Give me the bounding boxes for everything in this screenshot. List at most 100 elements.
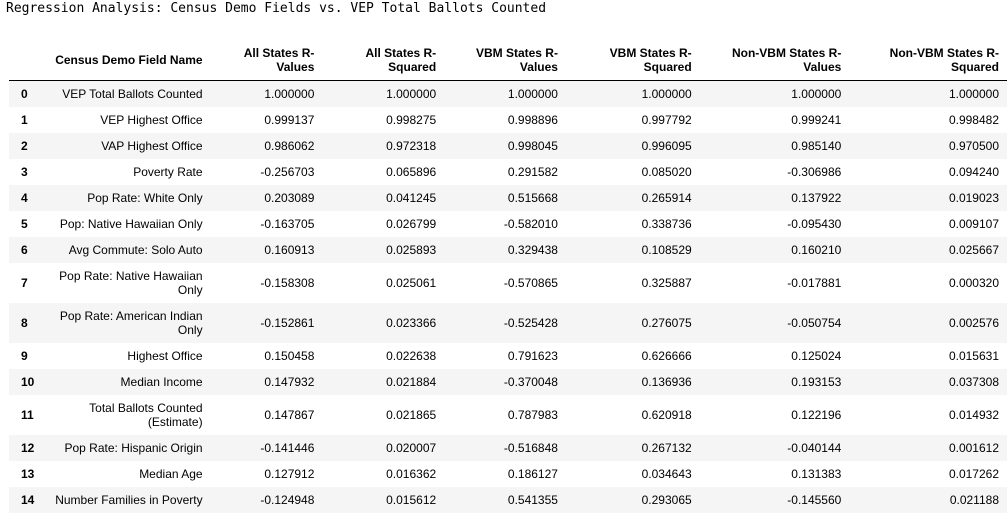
value-cell: 0.125024: [791, 349, 842, 363]
column-header-line: All States R-: [243, 46, 315, 60]
value-cell: 0.985140: [791, 139, 842, 153]
value-cell: 0.998045: [507, 139, 558, 153]
value-cell: -0.124948: [260, 493, 315, 507]
value-cell: 0.122196: [791, 408, 842, 422]
value-cell: 0.001612: [948, 441, 999, 455]
table-row: 1 VEP Highest Office 0.999137 0.998275 0.998…: [9, 107, 1007, 133]
field-name-cell: Highest Office: [43, 343, 213, 369]
field-name-cell: Pop Rate: Native Hawaiian Only: [43, 263, 213, 303]
field-name-cell: Poverty Rate: [43, 159, 213, 185]
value-cell: -0.370048: [503, 375, 558, 389]
value-cell: 0.160913: [264, 243, 315, 257]
value-cell: 0.017262: [948, 467, 999, 481]
value-cell: 0.620918: [641, 408, 692, 422]
table-row: 8 Pop Rate: American Indian Only -0.152861 0…: [9, 303, 1007, 343]
value-cell: 1.000000: [641, 87, 692, 101]
field-name-line: Pop: Native Hawaiian Only: [59, 217, 203, 231]
field-name-cell: VEP Highest Office: [43, 107, 213, 133]
column-header-line: VBM States R-: [475, 46, 558, 60]
value-cell: 0.147867: [264, 408, 315, 422]
field-name-line: Pop Rate: American Indian: [59, 309, 203, 323]
value-cell: 0.094240: [948, 165, 999, 179]
field-name-line: Pop Rate: Native Hawaiian: [59, 269, 203, 283]
field-name-line: Median Age: [139, 467, 203, 481]
table-row: 4 Pop Rate: White Only 0.203089 0.041245 0.5…: [9, 185, 1007, 211]
row-index: 13: [21, 467, 35, 481]
row-index: 14: [21, 493, 35, 507]
value-cell: 0.021188: [949, 493, 999, 507]
column-header-line: Squared: [643, 60, 692, 74]
value-cell: -0.158308: [260, 276, 315, 290]
value-cell: 1.000000: [948, 87, 999, 101]
column-header-line: Squared: [388, 60, 437, 74]
value-cell: 0.019023: [948, 191, 999, 205]
value-cell: 0.131383: [791, 467, 842, 481]
field-name-line: Only: [177, 283, 203, 297]
table-row: 10 Median Income 0.147932 0.021884 -0.370048…: [9, 369, 1007, 395]
column-header-line: Values: [803, 60, 842, 74]
value-cell: 0.002576: [948, 316, 999, 330]
field-name-line: VAP Highest Office: [101, 139, 203, 153]
value-cell: 0.108529: [641, 243, 692, 257]
value-cell: 0.293065: [641, 493, 692, 507]
value-cell: 1.000000: [507, 87, 558, 101]
value-cell: 0.025667: [948, 243, 999, 257]
value-cell: 1.000000: [264, 87, 315, 101]
value-cell: 1.000000: [386, 87, 437, 101]
value-cell: -0.525428: [503, 316, 558, 330]
field-name-line: Pop Rate: Hispanic Origin: [64, 441, 203, 455]
value-cell: 0.160210: [791, 243, 842, 257]
column-header-vbm-r-squared: VBM States R- Squared: [565, 36, 700, 81]
value-cell: -0.095430: [787, 217, 842, 231]
value-cell: 0.021884: [386, 375, 437, 389]
value-cell: 0.986062: [264, 139, 315, 153]
table-row: 7 Pop Rate: Native Hawaiian Only -0.158308 0…: [9, 263, 1007, 303]
value-cell: 0.999137: [264, 113, 315, 127]
table-row: 12 Pop Rate: Hispanic Origin -0.141446 0.02…: [9, 435, 1007, 461]
row-index: 0: [21, 87, 28, 101]
value-cell: -0.570865: [503, 276, 558, 290]
value-cell: 0.972318: [386, 139, 437, 153]
value-cell: 0.016362: [386, 467, 437, 481]
field-name-cell: VEP Total Ballots Counted: [43, 81, 213, 108]
value-cell: 0.025893: [386, 243, 437, 257]
field-name-line: Highest Office: [127, 349, 203, 363]
row-index: 7: [21, 276, 28, 290]
field-name-line: VEP Highest Office: [100, 113, 203, 127]
header-row: Census Demo Field Name All States R- Val…: [9, 36, 1007, 81]
value-cell: 0.023366: [386, 316, 437, 330]
value-cell: 0.015631: [948, 349, 999, 363]
value-cell: 0.276075: [641, 316, 692, 330]
value-cell: -0.163705: [260, 217, 315, 231]
value-cell: 0.325887: [641, 276, 692, 290]
value-cell: 0.998482: [948, 113, 999, 127]
value-cell: 0.998275: [386, 113, 437, 127]
column-header-line: Values: [276, 60, 315, 74]
value-cell: -0.040144: [787, 441, 842, 455]
table-row: 0 VEP Total Ballots Counted 1.000000 1.0000…: [9, 80, 1007, 108]
value-cell: -0.256703: [260, 165, 315, 179]
field-name-cell: Median Age: [43, 461, 213, 487]
field-name-line: Poverty Rate: [133, 165, 203, 179]
field-name-line: Number Families in Poverty: [55, 493, 203, 507]
field-name-cell: VAP Highest Office: [43, 133, 213, 159]
field-name-line: Only: [177, 323, 203, 337]
value-cell: 0.022638: [386, 349, 437, 363]
column-header-vbm-r-values: VBM States R- Values: [444, 36, 566, 81]
index-header: [9, 36, 43, 81]
table-row: 6 Avg Commute: Solo Auto 0.160913 0.025893 0…: [9, 237, 1007, 263]
table-row: 5 Pop: Native Hawaiian Only -0.163705 0.026…: [9, 211, 1007, 237]
value-cell: -0.017881: [787, 276, 842, 290]
regression-table: Census Demo Field Name All States R- Val…: [9, 36, 1007, 513]
value-cell: 0.014932: [948, 408, 999, 422]
table-row: 13 Median Age 0.127912 0.016362 0.186127 0.03…: [9, 461, 1007, 487]
value-cell: 0.136936: [641, 375, 692, 389]
column-header-field-name: Census Demo Field Name: [42, 36, 213, 81]
column-header-line: Squared: [950, 60, 999, 74]
field-name-cell: Pop Rate: Hispanic Origin: [43, 435, 213, 461]
field-name-line: VEP Total Ballots Counted: [62, 87, 203, 101]
value-cell: 1.000000: [791, 87, 842, 101]
row-index: 8: [21, 316, 28, 330]
table-row: 3 Poverty Rate -0.256703 0.065896 0.291582 0.…: [9, 159, 1007, 185]
column-header-all-r-values: All States R- Values: [212, 36, 323, 81]
